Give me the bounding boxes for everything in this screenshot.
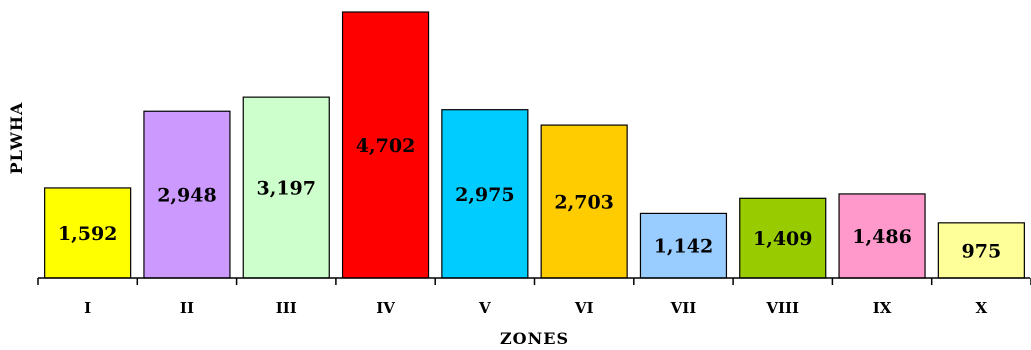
bar-I [44, 187, 132, 279]
bar-X [937, 222, 1025, 279]
value-label-IX: 1,486 [852, 226, 912, 248]
bar-III [242, 96, 330, 279]
bar-VIII [739, 197, 827, 279]
value-label-I: 1,592 [58, 223, 118, 245]
tick-label-III: III [276, 299, 297, 317]
tick-label-VII: VII [670, 299, 697, 317]
x-axis-ticks [37, 278, 1031, 285]
bar-II [143, 110, 231, 279]
tick-label-II: II [180, 299, 194, 317]
value-label-VIII: 1,409 [753, 228, 813, 250]
value-label-II: 2,948 [157, 185, 217, 207]
tick-label-VI: VI [574, 299, 594, 317]
value-label-VII: 1,142 [654, 236, 714, 258]
value-label-V: 2,975 [455, 184, 515, 206]
value-label-X: 975 [962, 240, 1002, 262]
value-label-III: 3,197 [257, 178, 317, 200]
tick-label-V: V [478, 299, 491, 317]
tick-label-VIII: VIII [765, 299, 799, 317]
x-axis-tick-labels: I II III IV V VI VII VIII IX X [84, 299, 987, 317]
y-axis-title: PLWHA [7, 102, 26, 175]
bars-layer [44, 11, 1025, 279]
tick-label-I: I [84, 299, 91, 317]
value-labels-layer: 1,592 2,948 3,197 4,702 2,975 2,703 1,142 1,409… [58, 135, 1001, 262]
value-label-VI: 2,703 [554, 192, 614, 214]
x-axis-title: ZONES [500, 329, 569, 348]
bar-V [441, 109, 529, 279]
tick-label-X: X [976, 299, 988, 317]
value-label-IV: 4,702 [356, 135, 416, 157]
tick-label-IX: IX [873, 299, 892, 317]
bar-VI [540, 124, 628, 279]
bar-IV [341, 11, 430, 279]
tick-label-IV: IV [376, 299, 395, 317]
